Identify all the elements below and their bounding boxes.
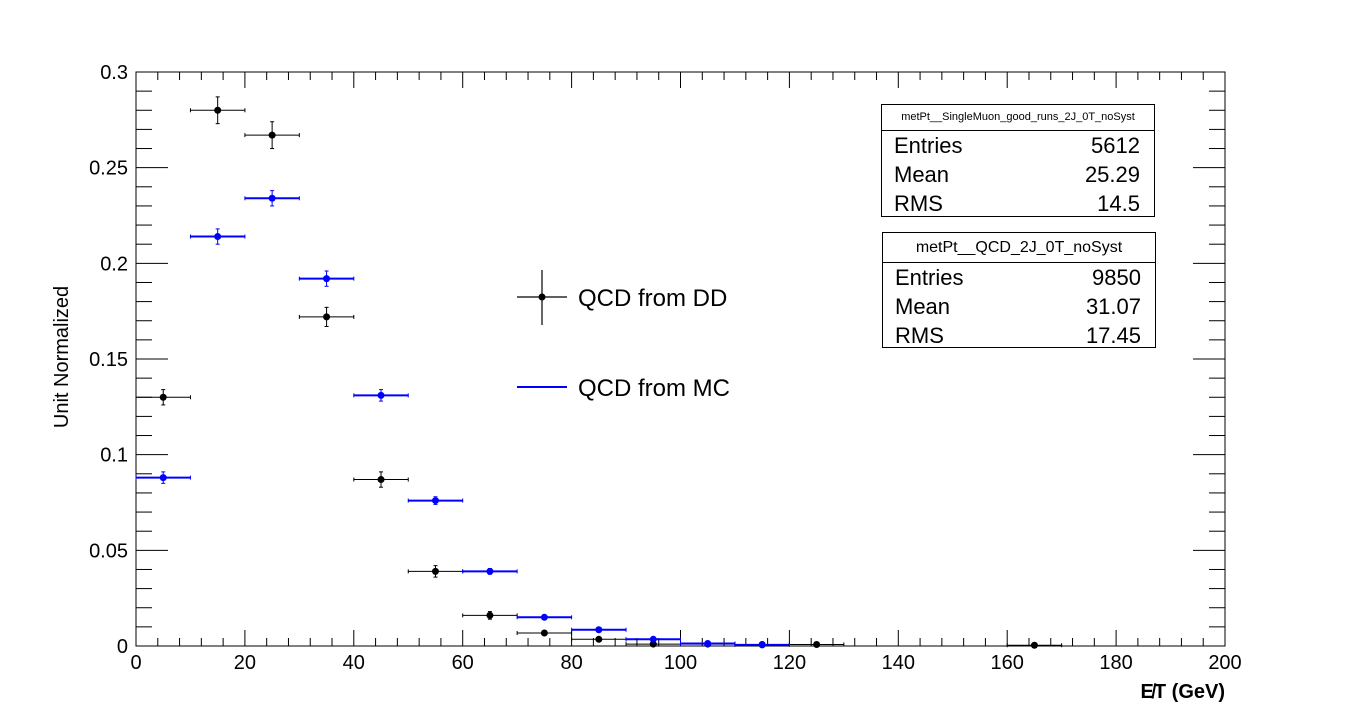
- y-tick-label: 0.25: [89, 158, 128, 180]
- stats-value: 14.5: [1097, 191, 1140, 216]
- y-tick-label: 0.2: [100, 253, 128, 275]
- data-marks: [135, 96, 1063, 649]
- stats-label: RMS: [894, 191, 943, 216]
- data-point: [214, 106, 222, 114]
- data-point: [159, 393, 167, 401]
- legend-marker-dd-point: [538, 293, 546, 301]
- stats-label: Entries: [895, 265, 964, 290]
- stats-box-data: metPt__SingleMuon_good_runs_2J_0T_noSyst…: [881, 104, 1155, 217]
- data-point: [758, 641, 766, 649]
- data-point: [431, 497, 439, 505]
- x-tick-label: 120: [773, 652, 806, 674]
- data-point: [486, 567, 494, 575]
- x-axis-ticks: 0 20 40 60 80 100 120 140 160 180 200: [130, 72, 1242, 674]
- y-tick-label: 0.15: [89, 349, 128, 371]
- data-point: [323, 313, 331, 321]
- data-point: [704, 640, 712, 648]
- data-point: [813, 640, 821, 648]
- legend: QCD from DD QCD from MC: [517, 270, 730, 402]
- x-tick-label: 160: [991, 652, 1024, 674]
- data-point: [268, 131, 276, 139]
- x-tick-label: 0: [130, 652, 141, 674]
- data-point: [540, 629, 548, 637]
- stats-value: 31.07: [1085, 294, 1141, 319]
- x-axis-title-main: E̸T (GeV): [1141, 681, 1225, 703]
- x-axis-title: E̸T (GeV): [1141, 681, 1225, 703]
- legend-label-dd: QCD from DD: [578, 285, 727, 312]
- stats-label: Mean: [895, 294, 951, 319]
- x-tick-label: 20: [234, 652, 256, 674]
- data-point: [159, 474, 167, 482]
- data-point: [377, 476, 385, 484]
- data-point: [595, 635, 603, 643]
- y-axis-title: Unit Normalized: [51, 286, 73, 428]
- data-point: [268, 194, 276, 202]
- stats-box-mc-title: metPt__QCD_2J_0T_noSyst: [883, 233, 1155, 263]
- data-point: [649, 640, 657, 648]
- stats-row-mean: Mean 25.29: [882, 160, 1154, 189]
- y-tick-label: 0.1: [100, 445, 128, 467]
- stats-value: 25.29: [1084, 162, 1140, 187]
- y-tick-label: 0.3: [100, 62, 128, 84]
- stats-row-rms: RMS 14.5: [882, 189, 1154, 218]
- x-tick-label: 40: [343, 652, 365, 674]
- data-point: [649, 635, 657, 643]
- x-tick-label: 200: [1208, 652, 1241, 674]
- stats-value: 9850: [1092, 265, 1141, 290]
- stats-box-data-title: metPt__SingleMuon_good_runs_2J_0T_noSyst: [882, 105, 1154, 131]
- x-tick-label: 60: [452, 652, 474, 674]
- x-tick-label: 180: [1099, 652, 1132, 674]
- stats-row-entries: Entries 5612: [882, 131, 1154, 160]
- stats-label: Entries: [894, 133, 963, 158]
- x-tick-label: 100: [664, 652, 697, 674]
- series-mc: [135, 190, 790, 649]
- x-tick-label: 80: [560, 652, 582, 674]
- data-point: [486, 611, 494, 619]
- data-point: [377, 391, 385, 399]
- y-axis-ticks: 0 0.05 0.1 0.15 0.2 0.25 0.3: [89, 62, 1225, 658]
- x-tick-label: 140: [882, 652, 915, 674]
- y-tick-label: 0: [117, 636, 128, 658]
- stats-value: 5612: [1091, 133, 1140, 158]
- y-tick-label: 0.05: [89, 540, 128, 562]
- stats-label: Mean: [894, 162, 950, 187]
- data-point: [1030, 641, 1038, 649]
- data-point: [540, 613, 548, 621]
- stats-row-entries: Entries 9850: [883, 263, 1155, 292]
- data-point: [323, 275, 331, 283]
- data-point: [595, 626, 603, 634]
- stats-label: RMS: [895, 323, 944, 348]
- stats-value: 17.45: [1085, 323, 1141, 348]
- data-point: [214, 233, 222, 241]
- legend-label-mc: QCD from MC: [578, 375, 730, 402]
- data-point: [431, 567, 439, 575]
- stats-row-rms: RMS 17.45: [883, 321, 1155, 350]
- stats-box-mc: metPt__QCD_2J_0T_noSyst Entries 9850 Mea…: [882, 232, 1156, 348]
- stats-row-mean: Mean 31.07: [883, 292, 1155, 321]
